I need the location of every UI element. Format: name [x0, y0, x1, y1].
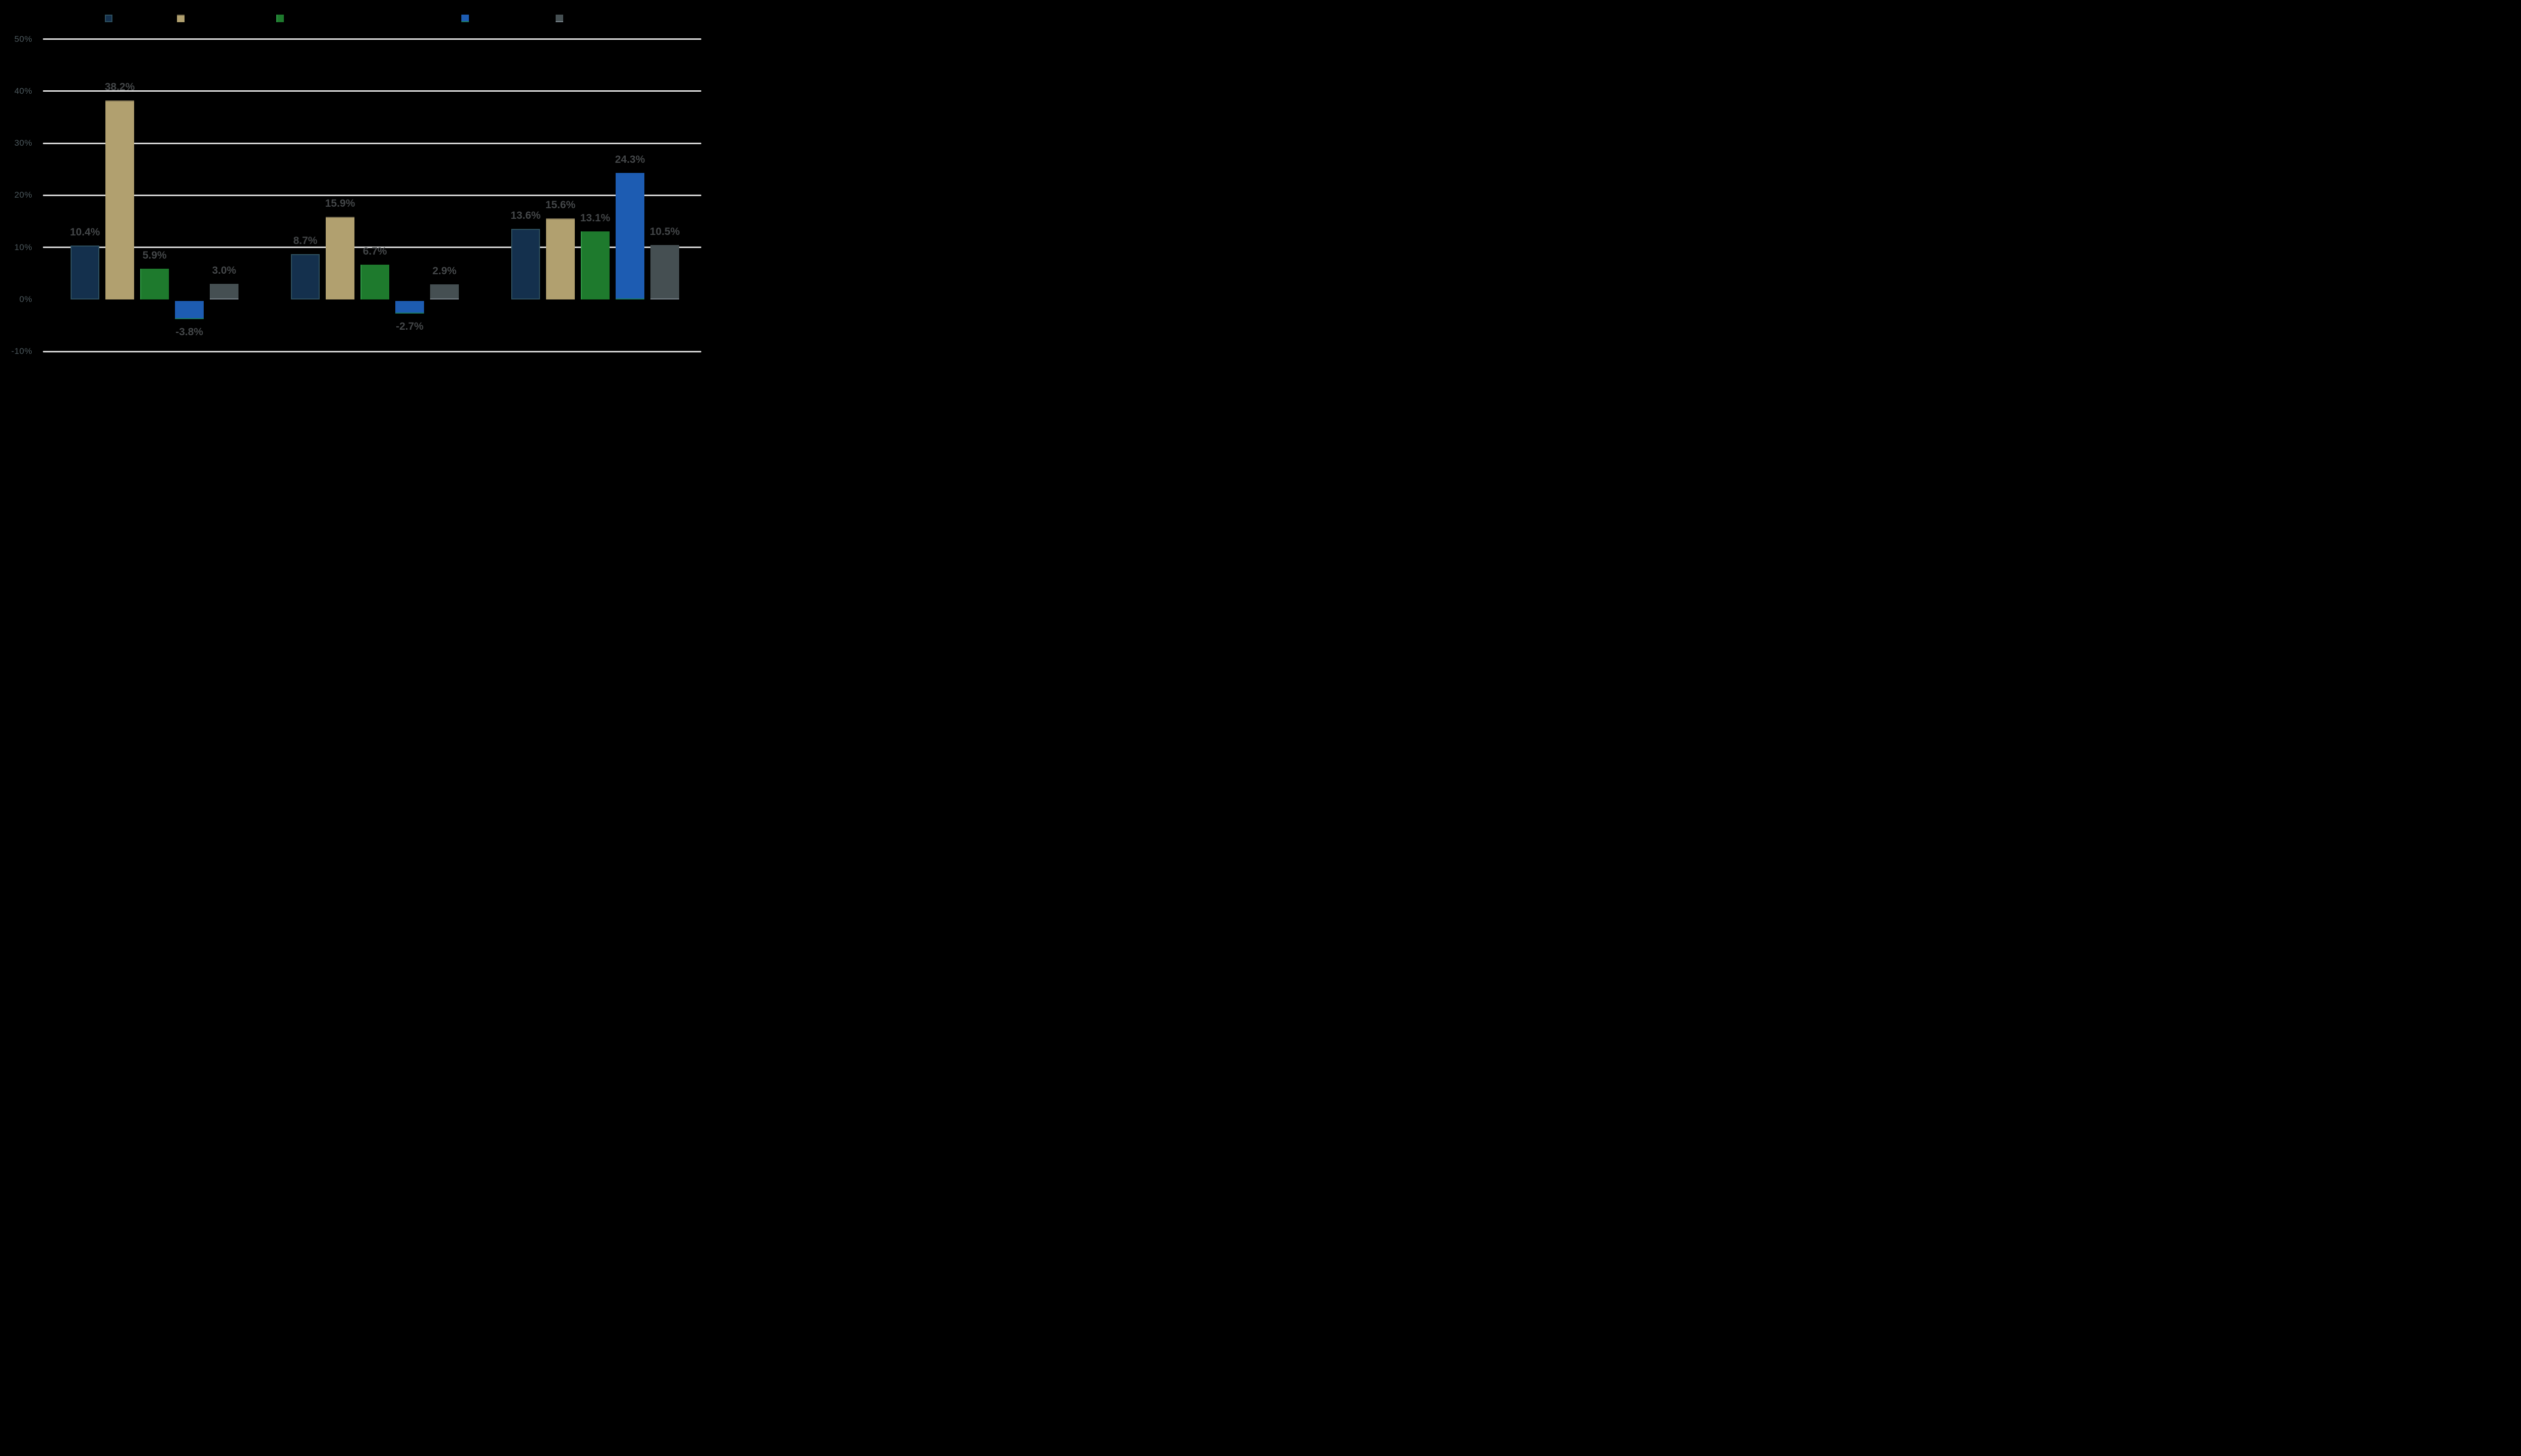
bar-group1-slate	[210, 284, 238, 300]
gridline--10pct	[43, 350, 701, 352]
legend-swatch-tan	[177, 15, 185, 22]
bar-group2-blue	[395, 300, 424, 314]
bar-group2-slate	[430, 284, 459, 300]
value-label-group2-blue: -2.7%	[396, 321, 424, 333]
bar-group1-blue	[175, 300, 204, 320]
bar-group3-navy	[511, 228, 540, 300]
value-label-group3-slate: 10.5%	[649, 225, 680, 237]
value-label-group1-green: 5.9%	[142, 250, 167, 262]
value-label-group3-blue: 24.3%	[615, 154, 645, 166]
legend-swatch-green	[276, 15, 284, 22]
value-label-group2-tan: 15.9%	[325, 197, 355, 209]
y-tick-label--10%: -10%	[11, 346, 32, 356]
bar-chart: 50% 40% 30% 20% 10% 0% -10% 10.4% 38.2% 5.9% -3.8%…	[0, 0, 713, 364]
y-tick-label-30%: 30%	[14, 138, 32, 148]
y-tick-label-20%: 20%	[14, 190, 32, 200]
y-tick-label-50%: 50%	[14, 34, 32, 44]
bar-group2-navy	[291, 254, 320, 300]
value-label-group2-green: 6.7%	[363, 245, 387, 257]
legend-swatch-slate	[556, 15, 563, 22]
bar-group1-navy	[71, 245, 99, 300]
gridline-10pct	[43, 247, 701, 249]
gridline-40pct	[43, 90, 701, 92]
value-label-group1-slate: 3.0%	[212, 265, 236, 277]
y-tick-label-40%: 40%	[14, 86, 32, 96]
value-label-group1-tan: 38.2%	[104, 81, 135, 93]
y-tick-label-10%: 10%	[14, 242, 32, 252]
bar-group3-slate	[650, 245, 679, 300]
bar-group1-green	[140, 269, 169, 300]
value-label-group2-slate: 2.9%	[432, 265, 457, 277]
legend-swatch-blue	[461, 15, 469, 22]
value-label-group3-tan: 15.6%	[545, 199, 576, 211]
bar-group3-blue	[616, 173, 644, 300]
value-label-group3-green: 13.1%	[580, 212, 611, 224]
gridline-30pct	[43, 142, 701, 144]
y-tick-label-0%: 0%	[19, 294, 32, 305]
value-label-group2-navy: 8.7%	[293, 235, 318, 247]
value-label-group3-navy: 13.6%	[510, 209, 541, 221]
bar-group2-tan	[326, 216, 354, 300]
bar-group2-green	[361, 264, 389, 300]
bar-group1-tan	[105, 100, 134, 300]
value-label-group1-navy: 10.4%	[70, 226, 100, 238]
gridline-50pct	[43, 38, 701, 40]
legend-swatch-navy	[105, 15, 112, 22]
bar-group3-green	[581, 231, 610, 300]
value-label-group1-blue: -3.8%	[175, 326, 203, 338]
gridline-20pct	[43, 194, 701, 196]
bar-group3-tan	[546, 218, 575, 300]
